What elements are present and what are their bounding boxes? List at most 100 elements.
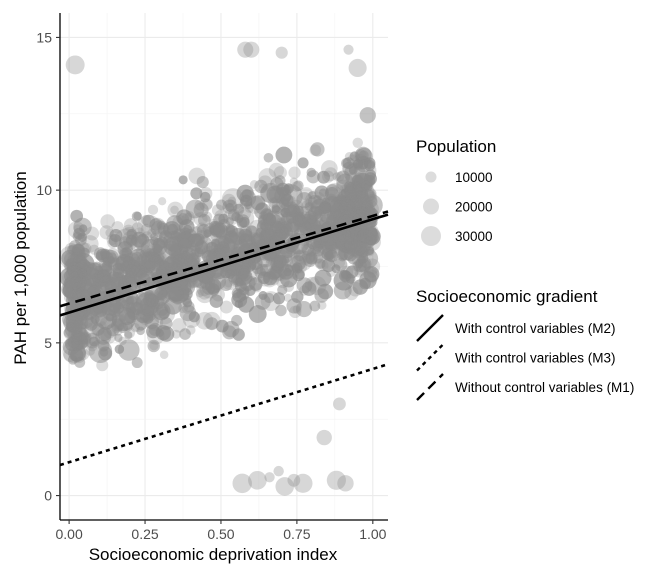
data-point (365, 169, 376, 181)
data-point (92, 261, 102, 272)
data-point (348, 163, 359, 174)
data-point (123, 238, 134, 249)
data-point (254, 179, 268, 194)
data-point (340, 210, 353, 224)
data-point (263, 213, 276, 226)
data-point (135, 291, 150, 306)
data-point (185, 325, 196, 335)
data-point (204, 242, 217, 256)
data-point (355, 222, 367, 235)
data-point (235, 268, 253, 286)
data-point (271, 205, 281, 215)
data-point (340, 234, 354, 248)
data-point (353, 172, 365, 185)
data-point (214, 244, 233, 263)
data-point (262, 212, 277, 227)
data-point (142, 214, 156, 228)
data-point (338, 243, 356, 261)
data-point (80, 265, 92, 277)
data-point (80, 339, 89, 348)
data-point (363, 266, 380, 283)
data-point (352, 181, 361, 190)
data-point (91, 323, 105, 336)
data-point (324, 231, 339, 247)
data-point (222, 325, 237, 340)
data-point (352, 137, 363, 148)
data-point (335, 230, 359, 253)
data-point (349, 195, 363, 208)
data-point (209, 225, 220, 236)
data-point (127, 307, 140, 320)
data-point (323, 234, 340, 251)
data-point (171, 259, 182, 271)
data-point (338, 249, 349, 261)
data-point (245, 203, 254, 213)
data-point (324, 251, 334, 262)
data-point (62, 311, 79, 328)
data-point (231, 212, 241, 222)
data-point (352, 279, 369, 295)
data-point (93, 247, 107, 261)
data-point (79, 247, 90, 258)
data-point (75, 255, 88, 269)
data-point (317, 170, 330, 184)
data-point (119, 275, 129, 285)
data-point (237, 261, 258, 283)
data-point (227, 262, 242, 277)
data-point (63, 251, 77, 265)
data-point (348, 58, 367, 78)
data-point (99, 316, 114, 331)
data-point (239, 275, 256, 291)
data-point (356, 264, 368, 276)
data-point (69, 276, 82, 290)
data-point (295, 205, 310, 220)
data-point (345, 204, 359, 219)
data-point (281, 212, 295, 225)
data-point (59, 267, 81, 288)
data-point (75, 234, 87, 246)
data-point (250, 195, 266, 211)
data-point (314, 185, 329, 200)
data-point (365, 246, 374, 255)
data-point (87, 341, 98, 352)
data-point (167, 223, 178, 235)
data-point (158, 326, 175, 342)
data-point (167, 223, 178, 235)
data-point (218, 213, 229, 225)
data-point (64, 287, 76, 299)
data-point (255, 202, 268, 215)
data-point (71, 267, 85, 281)
data-point (231, 291, 248, 308)
data-point (276, 224, 294, 242)
data-point (232, 328, 245, 341)
data-point (170, 244, 185, 259)
data-point (202, 273, 214, 285)
data-point (361, 180, 373, 193)
data-point (168, 244, 182, 258)
data-point (107, 303, 122, 317)
data-point (259, 230, 272, 243)
data-point (364, 175, 376, 186)
data-point (179, 304, 197, 322)
data-point (225, 240, 238, 253)
data-point (318, 201, 331, 214)
data-point (106, 252, 118, 264)
data-point (70, 348, 84, 362)
data-point (196, 176, 209, 189)
data-point (260, 182, 281, 204)
data-point (292, 212, 305, 225)
data-point (274, 187, 292, 205)
data-point (92, 269, 110, 288)
data-point (240, 194, 253, 207)
data-point (73, 289, 85, 302)
data-point (158, 326, 175, 342)
data-point (188, 233, 202, 248)
data-point (72, 244, 84, 256)
data-point (152, 238, 165, 251)
data-point (355, 260, 364, 269)
data-point (156, 304, 168, 316)
data-point (232, 288, 246, 303)
data-point (77, 259, 91, 273)
data-point (353, 172, 373, 192)
y-axis-title: PAH per 1,000 population (11, 171, 30, 364)
